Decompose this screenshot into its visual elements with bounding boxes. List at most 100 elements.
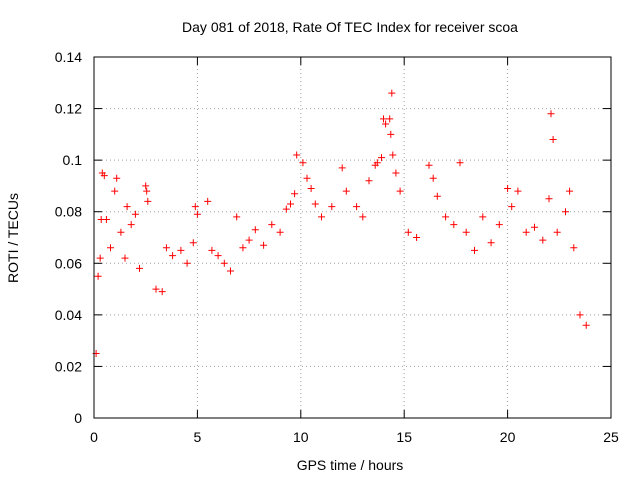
data-point <box>479 213 487 221</box>
data-point <box>387 130 395 138</box>
data-point <box>100 172 108 180</box>
data-point <box>433 192 441 200</box>
data-point <box>456 159 464 167</box>
data-point <box>303 174 311 182</box>
data-point <box>353 203 361 211</box>
data-point <box>136 264 143 272</box>
data-point <box>117 228 125 236</box>
data-point <box>96 254 104 262</box>
y-axis-label: ROTI / TECUs <box>5 193 21 283</box>
data-point <box>547 110 555 118</box>
data-point <box>495 221 503 229</box>
data-point <box>373 159 381 167</box>
data-point <box>338 164 346 172</box>
data-point <box>282 205 290 213</box>
x-tick-label: 15 <box>396 429 412 445</box>
data-point <box>487 239 495 247</box>
data-point <box>169 252 177 260</box>
data-point <box>251 226 259 234</box>
data-point <box>102 216 110 223</box>
plot-frame <box>93 56 612 419</box>
data-point <box>299 159 307 167</box>
data-point <box>123 203 131 211</box>
data-point <box>177 246 185 254</box>
data-point <box>462 228 470 236</box>
axis-ticks <box>93 56 612 419</box>
y-tick-label: 0.06 <box>55 255 82 271</box>
data-point <box>113 174 121 182</box>
data-point <box>576 311 584 319</box>
data-point <box>508 203 516 211</box>
data-point <box>239 244 247 252</box>
data-point <box>307 185 315 192</box>
data-point <box>152 285 160 293</box>
data-point <box>549 136 557 143</box>
data-point <box>189 239 197 247</box>
x-tick-label: 20 <box>500 429 516 445</box>
data-point <box>94 272 102 280</box>
data-point <box>504 185 512 192</box>
data-point <box>127 221 135 229</box>
data-point <box>144 197 152 205</box>
data-point <box>429 174 437 182</box>
data-point <box>388 89 396 97</box>
data-point <box>260 241 268 249</box>
data-point <box>570 244 578 252</box>
x-tick-label: 5 <box>194 429 202 445</box>
data-point <box>233 213 241 221</box>
data-point <box>413 234 421 241</box>
data-point <box>162 244 170 252</box>
data-point <box>111 187 119 195</box>
y-tick-label: 0.04 <box>55 307 82 323</box>
data-point <box>392 169 400 177</box>
x-axis-label: GPS time / hours <box>297 457 404 473</box>
data-point <box>539 236 547 244</box>
x-tick-label: 25 <box>603 429 619 445</box>
data-point <box>191 203 199 211</box>
data-point <box>386 115 394 123</box>
x-tick-label: 10 <box>293 429 309 445</box>
data-point <box>359 213 367 221</box>
data-point <box>287 200 294 208</box>
data-point <box>311 200 319 208</box>
data-point <box>107 244 114 252</box>
y-tick-labels: 0 0.02 0.04 0.06 0.08 0.1 0.12 0.14 <box>55 49 82 426</box>
data-point <box>204 197 212 205</box>
data-point <box>208 246 216 254</box>
data-point <box>378 154 385 162</box>
data-point <box>142 182 150 190</box>
data-point <box>450 221 458 229</box>
grid-lines <box>94 57 611 418</box>
y-tick-label: 0.1 <box>63 152 83 168</box>
data-point <box>328 203 336 211</box>
y-tick-label: 0.14 <box>55 49 82 65</box>
data-point <box>396 187 404 195</box>
data-point <box>121 254 129 262</box>
data-point <box>291 190 299 198</box>
y-tick-label: 0 <box>74 410 82 426</box>
data-point <box>365 177 373 185</box>
data-point <box>380 115 387 123</box>
data-point <box>389 151 397 159</box>
y-tick-label: 0.08 <box>55 204 82 220</box>
data-point <box>183 259 191 267</box>
data-point <box>293 151 301 159</box>
data-point <box>404 228 412 236</box>
chart-title: Day 081 of 2018, Rate Of TEC Index for r… <box>182 19 518 35</box>
data-point <box>193 210 201 218</box>
data-point <box>531 223 538 231</box>
data-point <box>522 228 530 236</box>
data-point <box>514 187 522 195</box>
data-point <box>220 259 228 267</box>
data-point <box>425 161 433 169</box>
data-point <box>131 210 139 218</box>
data-point <box>245 236 253 244</box>
data-point <box>227 267 234 275</box>
data-point <box>276 228 284 236</box>
data-points <box>92 89 590 357</box>
data-point <box>442 213 450 221</box>
data-point <box>318 213 325 221</box>
data-point <box>342 187 350 195</box>
data-point <box>143 187 151 195</box>
data-point <box>214 252 222 260</box>
